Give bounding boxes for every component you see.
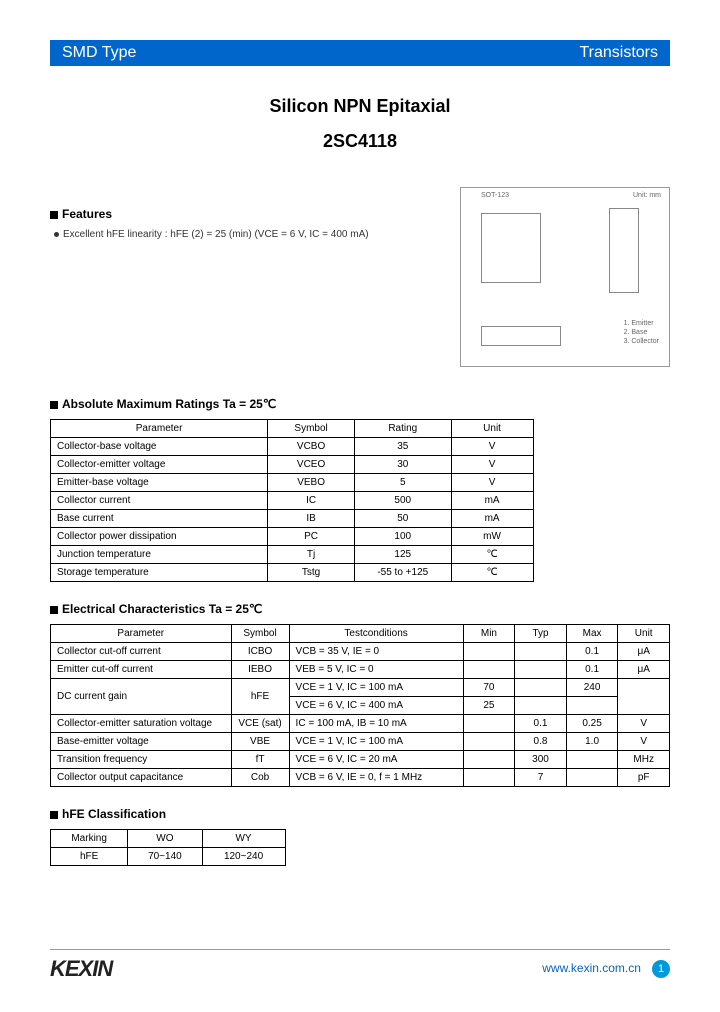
table-row: Emitter cut-off currentIEBOVEB = 5 V, IC…	[51, 661, 670, 679]
title-line2: 2SC4118	[50, 131, 670, 152]
header-bar: SMD Type Transistors	[50, 40, 670, 66]
table-row: Collector-base voltageVCBO35V	[51, 438, 534, 456]
footer-logo: KEXIN	[50, 956, 112, 982]
footer-url: www.kexin.com.cn	[542, 961, 641, 975]
table-row: Storage temperatureTstg-55 to +125℃	[51, 564, 534, 582]
feature-item: Excellent hFE linearity : hFE (2) = 25 (…	[54, 229, 460, 240]
table-row: Collector output capacitanceCobVCB = 6 V…	[51, 769, 670, 787]
table-row: Collector-emitter voltageVCEO30V	[51, 456, 534, 474]
table-row: Transition frequencyfTVCE = 6 V, IC = 20…	[51, 751, 670, 769]
elec-table: Parameter Symbol Testconditions Min Typ …	[50, 624, 670, 787]
header-left: SMD Type	[62, 44, 136, 62]
table-row: Base currentIB50mA	[51, 510, 534, 528]
table-row: Collector currentIC500mA	[51, 492, 534, 510]
table-row: DC current gainhFEVCE = 1 V, IC = 100 mA…	[51, 679, 670, 697]
ratings-section: Absolute Maximum Ratings Ta = 25℃ Parame…	[50, 397, 670, 582]
classif-section: hFE Classification Marking WO WY hFE 70~…	[50, 807, 670, 866]
package-diagram: SOT-123 Unit: mm 1. Emitter 2. Base 3. C…	[460, 187, 670, 367]
classif-heading: hFE Classification	[62, 807, 166, 821]
elec-heading: Electrical Characteristics Ta = 25℃	[62, 602, 262, 616]
table-row: Junction temperatureTj125℃	[51, 546, 534, 564]
title-block: Silicon NPN Epitaxial 2SC4118	[50, 96, 670, 152]
footer: KEXIN www.kexin.com.cn 1	[50, 949, 670, 982]
table-row: Base-emitter voltageVBEVCE = 1 V, IC = 1…	[51, 733, 670, 751]
table-row: Collector cut-off currentICBOVCB = 35 V,…	[51, 643, 670, 661]
table-row: Collector-emitter saturation voltageVCE …	[51, 715, 670, 733]
table-row: Emitter-base voltageVEBO5V	[51, 474, 534, 492]
ratings-heading: Absolute Maximum Ratings Ta = 25℃	[62, 397, 276, 411]
elec-section: Electrical Characteristics Ta = 25℃ Para…	[50, 602, 670, 787]
title-line1: Silicon NPN Epitaxial	[50, 96, 670, 117]
features-heading: Features	[50, 207, 460, 221]
ratings-table: Parameter Symbol Rating Unit Collector-b…	[50, 419, 534, 582]
page-number: 1	[652, 960, 670, 978]
table-row: Collector power dissipationPC100mW	[51, 528, 534, 546]
classif-table: Marking WO WY hFE 70~140 120~240	[50, 829, 286, 866]
header-right: Transistors	[579, 44, 658, 62]
